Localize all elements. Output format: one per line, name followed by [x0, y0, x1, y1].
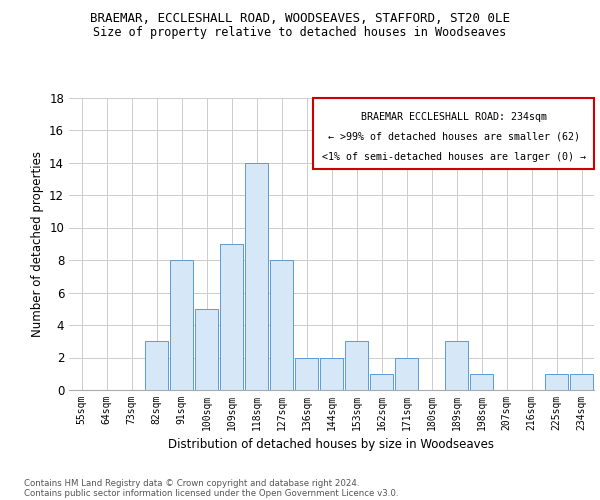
Bar — [270, 260, 293, 390]
Bar — [220, 244, 243, 390]
Text: <1% of semi-detached houses are larger (0) →: <1% of semi-detached houses are larger (… — [322, 152, 586, 162]
Bar — [145, 341, 168, 390]
Text: Contains public sector information licensed under the Open Government Licence v3: Contains public sector information licen… — [24, 488, 398, 498]
Bar — [320, 358, 343, 390]
FancyBboxPatch shape — [313, 98, 594, 169]
Bar — [395, 358, 418, 390]
Bar — [370, 374, 393, 390]
Text: BRAEMAR, ECCLESHALL ROAD, WOODSEAVES, STAFFORD, ST20 0LE: BRAEMAR, ECCLESHALL ROAD, WOODSEAVES, ST… — [90, 12, 510, 26]
Bar — [345, 341, 368, 390]
Bar — [245, 162, 268, 390]
Bar — [195, 308, 218, 390]
Bar — [545, 374, 568, 390]
Text: Size of property relative to detached houses in Woodseaves: Size of property relative to detached ho… — [94, 26, 506, 39]
X-axis label: Distribution of detached houses by size in Woodseaves: Distribution of detached houses by size … — [169, 438, 494, 452]
Text: ← >99% of detached houses are smaller (62): ← >99% of detached houses are smaller (6… — [328, 131, 580, 141]
Bar — [470, 374, 493, 390]
Text: Contains HM Land Registry data © Crown copyright and database right 2024.: Contains HM Land Registry data © Crown c… — [24, 478, 359, 488]
Bar — [445, 341, 468, 390]
Y-axis label: Number of detached properties: Number of detached properties — [31, 151, 44, 337]
Bar — [570, 374, 593, 390]
Text: BRAEMAR ECCLESHALL ROAD: 234sqm: BRAEMAR ECCLESHALL ROAD: 234sqm — [361, 112, 547, 122]
Bar — [295, 358, 318, 390]
Bar — [170, 260, 193, 390]
